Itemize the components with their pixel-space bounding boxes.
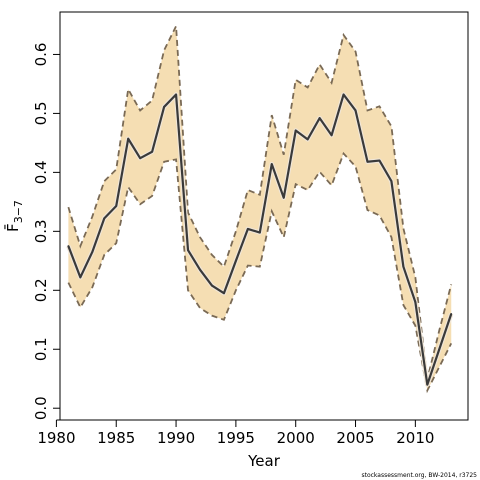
estimate-point (378, 159, 381, 162)
estimate-point (294, 129, 297, 132)
x-tick-label: 1985 (97, 429, 135, 447)
estimate-point (402, 265, 405, 268)
y-tick-label: 0.6 (32, 43, 50, 67)
estimate-point (414, 301, 417, 303)
x-tick-label: 1990 (157, 429, 195, 447)
estimate-point (79, 276, 82, 279)
estimate-point (366, 160, 369, 163)
y-tick-label: 0.5 (32, 101, 50, 125)
estimate-point (390, 180, 393, 183)
estimate-point (306, 138, 309, 141)
estimate-point (139, 157, 142, 160)
estimate-point (270, 163, 273, 166)
x-tick-label: 2010 (396, 429, 434, 447)
x-tick-label: 1980 (37, 429, 75, 447)
y-tick-label: 0.3 (32, 219, 50, 243)
y-axis-title: F̄3−7 (3, 200, 25, 232)
estimate-point (246, 228, 249, 230)
estimate-point (211, 284, 213, 287)
estimate-point (438, 348, 441, 351)
estimate-point (223, 292, 225, 295)
y-axis: 0.0 0.1 0.2 0.3 0.4 0.5 0.6 (32, 43, 61, 420)
estimate-point (342, 93, 345, 96)
estimate-point (199, 268, 201, 271)
estimate-point (115, 205, 118, 207)
x-tick-label: 1995 (217, 429, 255, 447)
estimate-point (67, 245, 70, 247)
y-tick-label: 0.4 (32, 160, 50, 184)
estimate-point (175, 93, 177, 96)
estimate-point (354, 109, 357, 112)
y-tick-label: 0.1 (32, 337, 50, 361)
lower-bound-line (67, 151, 453, 394)
y-axis-title-subscript: 3−7 (12, 200, 25, 223)
estimate-point (127, 137, 130, 140)
upper-bound-line (67, 22, 453, 380)
estimate-point (258, 231, 261, 234)
x-tick-label: 2005 (336, 429, 374, 447)
estimate-point (330, 134, 333, 137)
estimate-point (426, 383, 429, 386)
estimate-point (91, 251, 94, 253)
estimate-point (282, 196, 285, 199)
estimate-point (187, 249, 189, 252)
x-axis: 1980 1985 1990 1995 2000 2005 2010 (37, 419, 434, 447)
x-tick-label: 2000 (277, 429, 315, 447)
x-axis-title: Year (247, 452, 281, 470)
y-axis-title-main: F̄ (3, 223, 22, 232)
footer-credit: stockassessment.org, BW-2014, r3725 (361, 472, 477, 479)
estimate-point (318, 117, 321, 120)
estimate-line-layer (66, 92, 454, 387)
estimate-point (234, 259, 237, 262)
estimate-point (103, 217, 106, 220)
estimate-point (151, 150, 154, 153)
estimate-point (450, 312, 453, 315)
y-tick-label: 0.0 (32, 396, 50, 420)
estimate-point (163, 106, 165, 108)
y-tick-label: 0.2 (32, 278, 50, 302)
